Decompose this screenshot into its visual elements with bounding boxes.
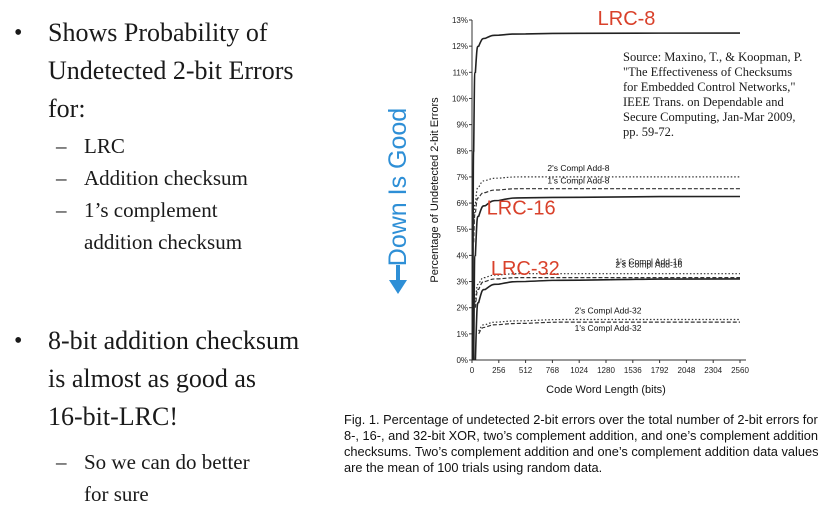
annotation-lrc-8: LRC-8 xyxy=(598,8,656,30)
sub-line: So we can do better xyxy=(84,450,250,474)
sub-bullet-addition: – Addition checksum xyxy=(56,162,293,194)
series-line-1-s-compl-add-8 xyxy=(473,188,740,243)
figure-caption: Fig. 1. Percentage of undetected 2-bit e… xyxy=(344,412,819,475)
series-line-lrc-8 xyxy=(472,32,741,361)
sub-bullet-lrc: – LRC xyxy=(56,130,293,162)
sub-bullet-lrc-text: LRC xyxy=(84,134,125,158)
bullet-1-line-1: Shows Probability of xyxy=(48,18,268,47)
annotation-lrc-16: LRC-16 xyxy=(487,198,556,220)
source-note: Source: Maxino, T., & Koopman, P. "The E… xyxy=(623,50,803,140)
sub-bullet-ones-complement: – 1’s complement addition checksum xyxy=(56,194,293,258)
sub-dash: – xyxy=(56,134,67,158)
x-tick-label: 1536 xyxy=(624,366,642,375)
sub-dash: – xyxy=(56,166,67,190)
y-tick-label: 4% xyxy=(456,251,468,260)
annotation-1-s-compl-add-32: 1's Compl Add-32 xyxy=(575,323,642,333)
sub-line: for sure xyxy=(84,482,149,506)
down-is-good-label: Down Is Good xyxy=(380,90,416,305)
bullet-1-subs: – LRC – Addition checksum – 1’s compleme… xyxy=(14,130,293,258)
series-line-2-s-compl-add-8 xyxy=(473,176,740,235)
bullet-1-line-3: for: xyxy=(48,94,86,123)
bullet-dot: • xyxy=(14,328,23,354)
y-tick-label: 6% xyxy=(456,199,468,208)
y-tick-label: 0% xyxy=(456,356,468,365)
annotation-1-s-compl-add-16: 1's Compl Add-16 xyxy=(615,257,682,267)
y-tick-label: 10% xyxy=(452,94,468,103)
sub-bullet-do-better-text: So we can do better for sure xyxy=(84,446,250,510)
sub-bullet-do-better: – So we can do better for sure xyxy=(56,446,299,510)
x-tick-label: 1024 xyxy=(570,366,588,375)
annotation-2-s-compl-add-16: 2's Compl Add-16 xyxy=(615,260,682,270)
x-tick-label: 2560 xyxy=(731,366,749,375)
x-axis-label: Code Word Length (bits) xyxy=(546,384,666,396)
bullet-2-line-1: 8-bit addition checksum xyxy=(48,326,300,355)
bullet-1-line-2: Undetected 2-bit Errors xyxy=(48,56,294,85)
series-line-lrc-32 xyxy=(474,278,741,361)
y-tick-label: 1% xyxy=(456,330,468,339)
x-tick-label: 0 xyxy=(470,366,475,375)
x-tick-label: 256 xyxy=(492,366,506,375)
bullet-2-text: 8-bit addition checksum is almost as goo… xyxy=(48,322,299,436)
annotation-lrc-32: LRC-32 xyxy=(491,258,560,280)
bullet-2: • 8-bit addition checksum is almost as g… xyxy=(14,322,299,510)
y-axis-label: Percentage of Undetected 2-bit Errors xyxy=(429,97,441,283)
sub-bullet-ones-complement-text: 1’s complement addition checksum xyxy=(84,194,242,258)
y-tick-label: 12% xyxy=(452,42,468,51)
bullet-1-text: Shows Probability of Undetected 2-bit Er… xyxy=(48,14,293,128)
bullet-dot: • xyxy=(14,20,23,46)
y-tick-label: 5% xyxy=(456,225,468,234)
y-tick-label: 11% xyxy=(453,68,468,77)
x-tick-label: 2304 xyxy=(704,366,722,375)
x-tick-label: 2048 xyxy=(678,366,696,375)
bullet-2-line-2: is almost as good as xyxy=(48,364,256,393)
x-tick-label: 768 xyxy=(546,366,560,375)
y-tick-label: 13% xyxy=(452,16,468,25)
sub-line: 1’s complement xyxy=(84,198,218,222)
bullet-2-line-3: 16-bit-LRC! xyxy=(48,402,178,431)
series-line-1-s-compl-add-16 xyxy=(474,276,740,308)
y-tick-label: 7% xyxy=(456,173,468,182)
sub-bullet-addition-text: Addition checksum xyxy=(84,166,248,190)
series-line-2-s-compl-add-32 xyxy=(478,318,740,332)
x-tick-label: 1792 xyxy=(651,366,669,375)
y-tick-label: 2% xyxy=(456,304,468,313)
series-line-lrc-16 xyxy=(472,195,741,361)
checksum-error-chart: 0% 1% 2% 3% 4% 5% 6% 7% 8% 9% 10% 11% 12% 13% 0 256 512 7… xyxy=(429,8,749,396)
annotation-2-s-compl-add-32: 2's Compl Add-32 xyxy=(575,305,642,315)
bullet-1: • Shows Probability of Undetected 2-bit … xyxy=(14,14,293,258)
annotation-1-s-compl-add-8: 1's Compl Add-8 xyxy=(547,176,609,186)
series-line-2-s-compl-add-16 xyxy=(474,273,740,303)
annotation-2-s-compl-add-8: 2's Compl Add-8 xyxy=(547,163,609,173)
y-tick-label: 9% xyxy=(456,121,468,130)
sub-line: addition checksum xyxy=(84,230,243,254)
down-arrow-icon xyxy=(389,265,407,294)
bullet-2-subs: – So we can do better for sure xyxy=(14,446,299,510)
series-line-1-s-compl-add-32 xyxy=(478,321,740,335)
y-tick-label: 3% xyxy=(456,278,468,287)
x-tick-label: 512 xyxy=(519,366,533,375)
y-tick-label: 8% xyxy=(456,147,468,156)
x-tick-label: 1280 xyxy=(597,366,615,375)
down-is-good-text: Down Is Good xyxy=(384,108,412,266)
sub-dash: – xyxy=(56,450,67,474)
sub-dash: – xyxy=(56,198,67,222)
